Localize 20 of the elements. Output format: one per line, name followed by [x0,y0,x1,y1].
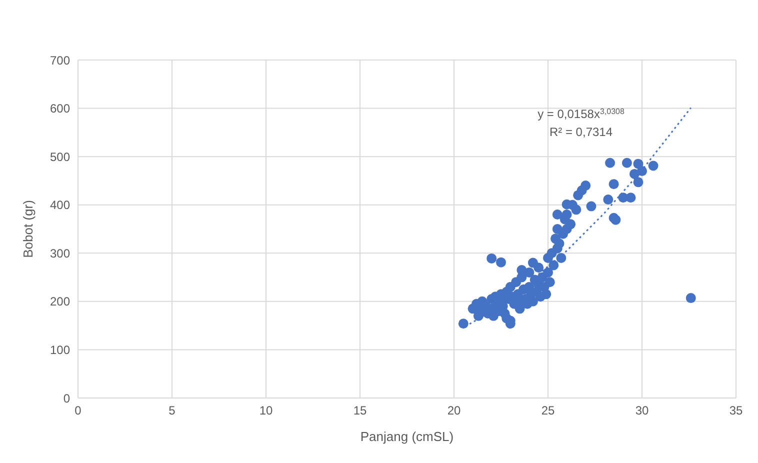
x-tick-label: 20 [447,404,461,418]
x-axis-title: Panjang (cmSL) [360,429,454,444]
x-tick-label: 15 [353,404,367,418]
x-tick-label: 10 [259,404,273,418]
y-tick-label: 700 [50,53,70,68]
x-tick-label: 30 [635,404,649,418]
y-tick-label: 600 [50,102,70,116]
x-tick-label: 5 [168,404,176,418]
y-tick-label: 200 [50,294,70,309]
x-tick-label: 25 [541,404,555,418]
annotation: R² = 0,7314 [549,125,613,139]
y-tick-label: 100 [50,342,70,357]
x-tick-label: 35 [729,404,743,418]
annotation: y = 0,0158x$^{3,0308}$ [538,106,625,121]
y-tick-label: 300 [50,246,70,260]
x-tick-label: 0 [74,404,82,418]
y-tick-label: 400 [50,198,70,212]
y-tick-label: 0 [63,391,70,406]
y-axis-title: Bobot (gr) [20,200,36,258]
y-tick-label: 500 [50,150,70,164]
